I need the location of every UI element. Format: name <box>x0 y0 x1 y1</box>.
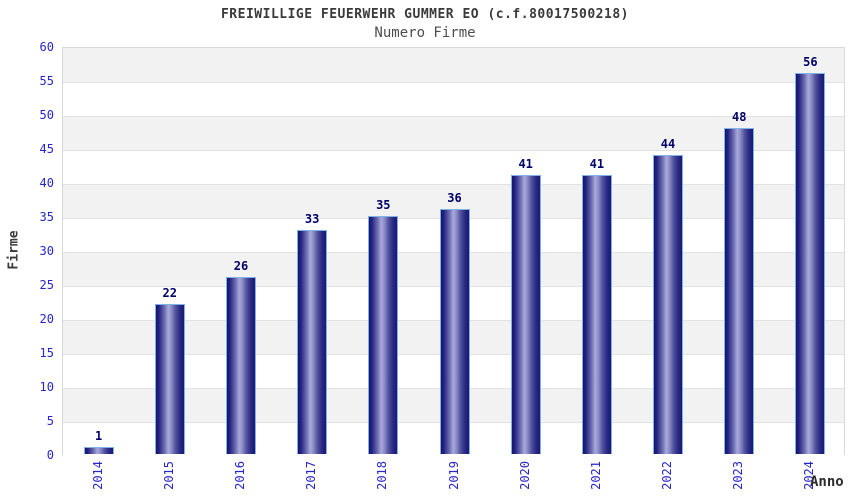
y-tick-label: 25 <box>39 278 54 292</box>
bar-2016 <box>225 277 256 454</box>
grid-band <box>63 150 844 184</box>
y-tick-label: 50 <box>39 108 54 122</box>
x-tick: 2015 <box>160 461 178 499</box>
grid-band <box>63 82 844 116</box>
x-tick: 2017 <box>302 461 320 499</box>
x-tick-label: 2023 <box>731 461 746 490</box>
x-axis-title: Anno <box>810 474 844 490</box>
bar-2020 <box>510 175 541 454</box>
bar-value-label: 26 <box>233 259 249 274</box>
y-tick-label: 10 <box>39 380 54 394</box>
y-tick-label: 30 <box>39 244 54 258</box>
x-tick: 2018 <box>373 461 391 499</box>
grid-band <box>63 48 844 82</box>
bar-2023 <box>724 127 755 454</box>
bar-2022 <box>653 154 684 454</box>
bar-value-label: 33 <box>304 211 320 226</box>
y-tick-label: 15 <box>39 346 54 360</box>
bar-value-label: 35 <box>376 198 391 212</box>
x-tick: 2021 <box>587 461 605 499</box>
bar-value-label: 41 <box>589 157 605 172</box>
gridline <box>63 150 844 151</box>
x-tick-label: 2018 <box>375 461 390 490</box>
x-tick-label: 2021 <box>588 461 603 490</box>
y-tick-label: 5 <box>46 414 54 428</box>
y-tick-label: 60 <box>39 40 54 54</box>
y-tick-label: 55 <box>39 74 54 88</box>
x-tick-label: 2014 <box>90 461 105 490</box>
x-tick-label: 2020 <box>517 461 532 490</box>
y-tick-label: 40 <box>39 176 54 190</box>
x-tick: 2019 <box>445 461 463 499</box>
chart-subtitle: Numero Firme <box>374 25 476 41</box>
bar-2024 <box>795 73 826 454</box>
gridline <box>63 82 844 83</box>
x-tick-label: 2016 <box>232 461 247 490</box>
bar-value-label: 56 <box>803 55 818 70</box>
bar-value-label: 41 <box>518 157 533 172</box>
gridline <box>63 184 844 185</box>
plot-area: 1 22 26 33 35 36 41 41 44 48 56 <box>62 47 845 456</box>
x-tick: 2020 <box>516 461 534 499</box>
bar-value-label: 22 <box>162 286 177 301</box>
bar-2015 <box>154 304 185 454</box>
grid-band <box>63 116 844 150</box>
x-tick-label: 2017 <box>304 461 319 490</box>
bar-value-label: 1 <box>94 429 103 444</box>
bar-2018 <box>368 216 399 454</box>
x-tick: 2022 <box>658 461 676 499</box>
y-tick-label: 45 <box>39 142 54 156</box>
bar-value-label: 36 <box>447 191 462 206</box>
x-tick-label: 2019 <box>446 461 461 490</box>
x-tick: 2014 <box>89 461 107 499</box>
bar-value-label: 44 <box>660 136 676 151</box>
bar-2021 <box>581 175 612 454</box>
chart-title: FREIWILLIGE FEUERWEHR GUMMER EO (c.f.800… <box>220 7 629 22</box>
bar-2017 <box>297 229 328 454</box>
x-tick-label: 2015 <box>161 461 176 490</box>
bar-2014 <box>83 447 114 454</box>
x-tick: 2016 <box>231 461 249 499</box>
x-tick-label: 2022 <box>660 461 675 490</box>
bar-2019 <box>439 209 470 454</box>
y-tick-label: 0 <box>46 448 54 462</box>
y-tick-label: 20 <box>39 312 54 326</box>
gridline <box>63 116 844 117</box>
y-tick-label: 35 <box>39 210 54 224</box>
bar-value-label: 48 <box>731 109 747 124</box>
x-tick: 2023 <box>729 461 747 499</box>
